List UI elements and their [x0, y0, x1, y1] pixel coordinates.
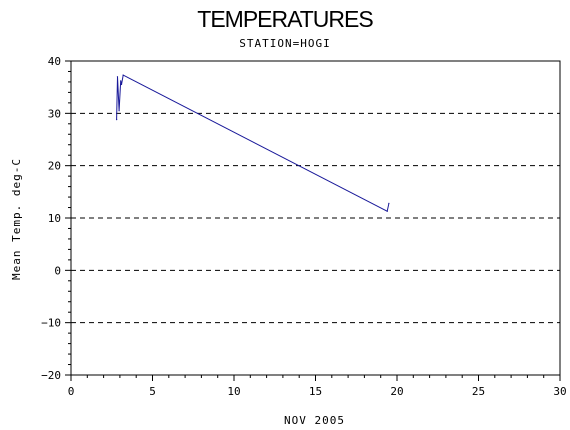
data-point — [386, 210, 388, 212]
y-tick-label: 30 — [48, 107, 61, 120]
y-tick-label: −20 — [41, 369, 61, 382]
chart-title: TEMPERATURES — [197, 6, 373, 32]
data-point — [116, 119, 118, 121]
x-tick-label: 10 — [227, 385, 240, 398]
data-point — [388, 202, 390, 204]
y-axis-label: Mean Temp. deg-C — [10, 158, 23, 280]
x-tick-label: 30 — [553, 385, 566, 398]
data-point — [120, 83, 123, 86]
x-axis-label: NOV 2005 — [284, 414, 345, 427]
x-tick-label: 25 — [472, 385, 485, 398]
x-tick-label: 0 — [68, 385, 75, 398]
y-tick-label: −10 — [41, 317, 61, 330]
temperature-series-line — [116, 74, 390, 212]
data-point — [120, 80, 122, 82]
data-point — [122, 74, 124, 76]
y-tick-label: 0 — [54, 264, 61, 277]
data-point — [116, 76, 119, 78]
chart-subtitle: STATION=HOGI — [239, 37, 331, 50]
x-tick-label: 15 — [309, 385, 322, 398]
data-point — [118, 110, 120, 112]
y-tick-label: 10 — [48, 212, 61, 225]
x-tick-label: 20 — [390, 385, 403, 398]
y-tick-label: 20 — [48, 160, 61, 173]
x-tick-label: 5 — [149, 385, 156, 398]
y-tick-label: 40 — [48, 55, 61, 68]
